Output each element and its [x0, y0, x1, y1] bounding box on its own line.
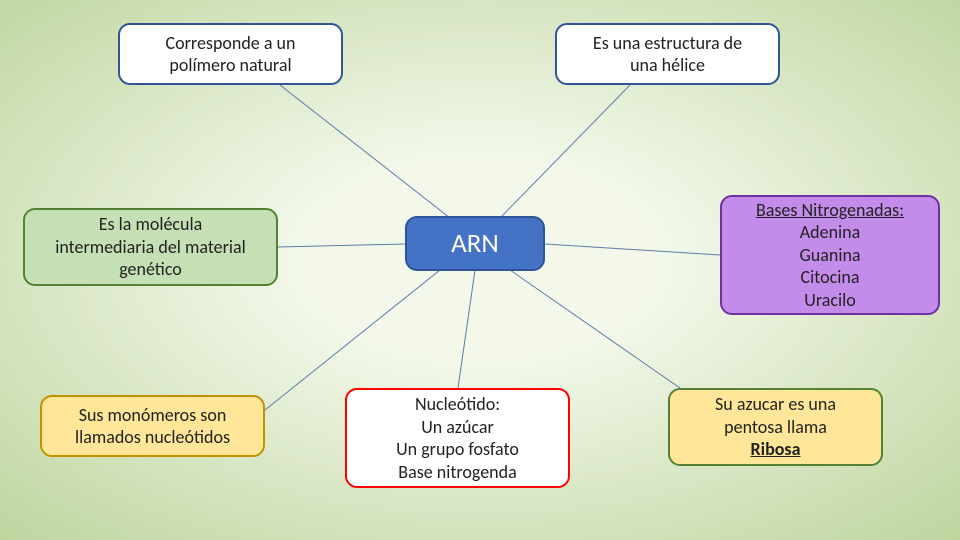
node-text-line: llamados nucleótidos — [75, 426, 230, 449]
node-nucleotido: Nucleótido:Un azúcarUn grupo fosfatoBase… — [345, 388, 570, 488]
node-intermediaria: Es la moléculaintermediaria del material… — [23, 208, 278, 286]
connector-line — [510, 270, 690, 395]
node-text-line: intermediaria del material — [55, 236, 246, 259]
node-text-line: Es una estructura de — [593, 32, 742, 55]
node-text-line: Su azucar es una — [715, 393, 836, 416]
diagram-stage: Corresponde a unpolímero natural Es una e… — [0, 0, 960, 540]
node-text-line: Ribosa — [751, 438, 801, 461]
connector-line — [500, 85, 630, 218]
node-helice: Es una estructura deuna hélice — [555, 23, 780, 85]
node-text-line: Citocina — [801, 266, 860, 289]
node-text-line: Es la molécula — [99, 213, 203, 236]
center-node: ARN — [405, 216, 545, 271]
node-bases: Bases Nitrogenadas:AdeninaGuaninaCitocin… — [720, 195, 940, 315]
node-text-line: genético — [119, 258, 182, 281]
node-text-line: Adenina — [800, 221, 861, 244]
node-text-line: Guanina — [799, 244, 860, 267]
node-monomeros: Sus monómeros sonllamados nucleótidos — [40, 395, 265, 457]
connector-line — [458, 270, 475, 388]
node-polimero: Corresponde a unpolímero natural — [118, 23, 343, 85]
center-label: ARN — [451, 227, 499, 260]
node-text-line: Un grupo fosfato — [396, 438, 519, 461]
connector-line — [545, 244, 720, 255]
node-text-line: Corresponde a un — [166, 32, 296, 55]
connector-line — [280, 85, 450, 218]
node-ribosa: Su azucar es unapentosa llamaRibosa — [668, 388, 883, 466]
node-text-line: Nucleótido: — [415, 393, 500, 416]
node-text-line: pentosa llama — [724, 416, 827, 439]
node-text-line: Sus monómeros son — [79, 404, 227, 427]
node-text-line: Uracilo — [804, 289, 855, 312]
connector-line — [278, 244, 405, 247]
node-text-line: Un azúcar — [421, 416, 494, 439]
node-text-line: una hélice — [630, 54, 705, 77]
node-text-line: polímero natural — [169, 54, 291, 77]
node-text-line: Base nitrogenda — [398, 461, 516, 484]
node-text-line: Bases Nitrogenadas: — [756, 199, 904, 222]
